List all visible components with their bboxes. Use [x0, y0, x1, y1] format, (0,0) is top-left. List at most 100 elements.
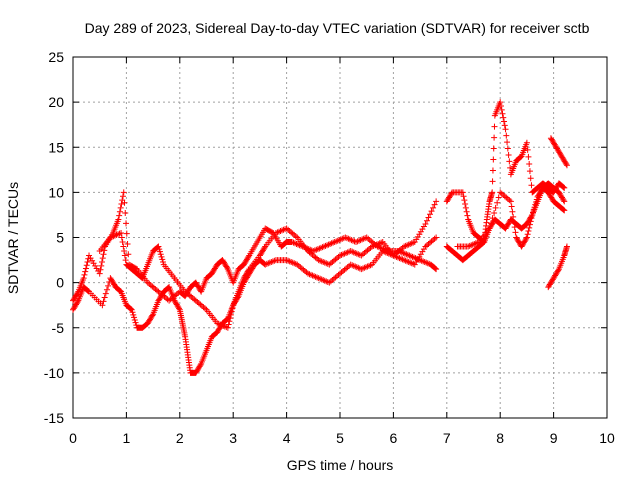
data-point — [119, 193, 126, 200]
data-point — [81, 271, 88, 278]
data-point — [158, 253, 165, 260]
data-point — [491, 134, 498, 141]
data-point — [82, 268, 89, 275]
data-point — [523, 234, 530, 241]
data-point — [561, 207, 568, 214]
data-point — [85, 288, 92, 295]
data-point — [489, 167, 496, 174]
data-points — [70, 99, 570, 376]
x-tick-label: 4 — [283, 430, 291, 446]
data-point — [491, 123, 498, 130]
data-point — [121, 252, 128, 259]
data-point — [507, 198, 514, 205]
x-tick-label: 2 — [176, 430, 184, 446]
series-track-f — [454, 180, 568, 250]
data-point — [489, 178, 496, 185]
data-point — [510, 219, 517, 226]
data-point — [497, 99, 504, 106]
series-track-g — [545, 243, 570, 291]
data-point — [499, 110, 506, 117]
data-point — [127, 306, 134, 313]
y-tick-label: 20 — [48, 94, 64, 110]
data-point — [224, 324, 231, 331]
data-point — [528, 215, 535, 222]
data-point — [431, 201, 438, 208]
data-point — [555, 267, 562, 274]
data-point — [524, 146, 531, 153]
data-point — [74, 298, 81, 305]
data-point — [501, 122, 508, 129]
data-point — [118, 200, 125, 207]
data-point — [530, 206, 537, 213]
data-point — [432, 265, 439, 272]
y-tick-label: 15 — [48, 139, 64, 155]
data-point — [427, 211, 434, 218]
data-point — [529, 211, 536, 218]
data-point — [229, 305, 236, 312]
data-point — [423, 217, 430, 224]
data-point — [563, 243, 570, 250]
data-point — [490, 145, 497, 152]
data-point — [227, 311, 234, 318]
y-tick-label: 25 — [48, 49, 64, 65]
data-point — [492, 204, 499, 211]
data-point — [115, 216, 122, 223]
data-point — [121, 199, 128, 206]
data-point — [132, 319, 139, 326]
data-point — [226, 318, 233, 325]
x-tick-label: 0 — [69, 430, 77, 446]
data-point — [527, 218, 534, 225]
data-point — [156, 248, 163, 255]
data-point — [123, 230, 130, 237]
data-point — [561, 198, 568, 205]
data-point — [428, 208, 435, 215]
data-point — [261, 244, 268, 251]
data-point — [463, 208, 470, 215]
data-point — [563, 162, 570, 169]
data-point — [156, 246, 163, 253]
data-point — [500, 114, 507, 121]
data-point — [491, 210, 498, 217]
data-point — [197, 362, 204, 369]
data-point — [159, 256, 166, 263]
data-point — [560, 206, 567, 213]
data-point — [506, 158, 513, 165]
grid-lines — [73, 57, 607, 418]
series-track-h — [547, 135, 570, 169]
data-point — [149, 312, 156, 319]
data-point — [561, 184, 568, 191]
data-point — [497, 102, 504, 109]
data-point — [533, 196, 540, 203]
data-point — [501, 118, 508, 125]
y-tick-label: -10 — [44, 365, 64, 381]
data-point — [100, 298, 107, 305]
data-point — [122, 210, 129, 217]
data-point — [459, 189, 466, 196]
y-axis-label: SDTVAR / TECUs — [5, 182, 21, 294]
x-tick-label: 3 — [229, 430, 237, 446]
data-point — [99, 255, 106, 262]
y-tick-label: 5 — [56, 230, 64, 246]
data-point — [84, 258, 91, 265]
data-point — [488, 220, 495, 227]
data-point — [526, 168, 533, 175]
data-point — [131, 317, 138, 324]
data-point — [123, 220, 130, 227]
data-point — [118, 229, 125, 236]
data-point — [82, 265, 89, 272]
data-point — [508, 203, 515, 210]
x-tick-labels: 0 1 2 3 4 5 6 7 8 9 10 — [69, 430, 615, 446]
x-tick-label: 10 — [599, 430, 615, 446]
data-point — [425, 214, 432, 221]
data-point — [125, 251, 132, 258]
data-point — [489, 215, 496, 222]
data-point — [131, 314, 138, 321]
data-point — [433, 198, 440, 205]
data-point — [526, 224, 533, 231]
data-point — [486, 225, 493, 232]
x-tick-label: 6 — [390, 430, 398, 446]
data-point — [83, 262, 90, 269]
data-point — [498, 106, 505, 113]
data-point — [511, 224, 518, 231]
data-point — [502, 126, 509, 133]
